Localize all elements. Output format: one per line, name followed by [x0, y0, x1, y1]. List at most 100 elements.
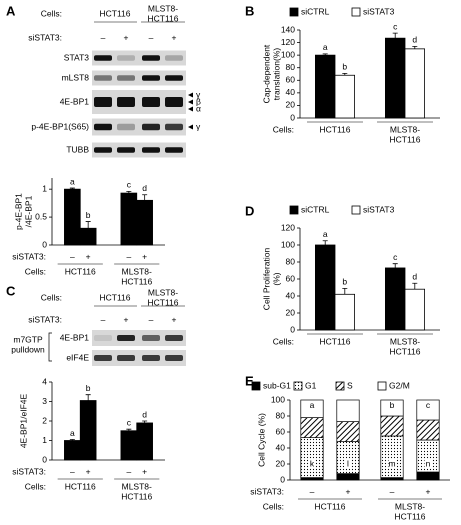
- band: [142, 335, 160, 341]
- y-tick-label: 1: [42, 183, 47, 193]
- y-tick-label: 100: [271, 394, 285, 404]
- bar: [120, 430, 138, 461]
- bar-segment: [336, 399, 360, 422]
- bar-segment: [300, 477, 324, 481]
- annotation: c: [127, 180, 132, 190]
- legend-swatch: [289, 7, 299, 17]
- bar: [136, 422, 153, 461]
- cells-label: Cells:: [41, 292, 62, 302]
- y-tick-label: 4: [42, 376, 47, 386]
- x-tick-label: HCT116: [389, 346, 420, 356]
- cells-label: Cells:: [273, 336, 294, 346]
- treatment-label: siSTAT3:: [250, 486, 284, 496]
- legend-swatch: [335, 381, 345, 391]
- annotation: b: [86, 383, 91, 393]
- annotation: a: [310, 400, 315, 410]
- y-tick-label: 60: [286, 75, 296, 85]
- error-bar: [69, 187, 75, 190]
- blot-strip: [92, 330, 186, 346]
- band: [142, 55, 160, 61]
- blot-strip: [92, 70, 186, 86]
- annotation: d: [142, 409, 147, 419]
- y-axis-label: /4E-BP1: [23, 195, 33, 227]
- bar: [79, 227, 97, 246]
- treatment-label: siSTAT3:: [12, 466, 46, 476]
- error-bar: [126, 191, 132, 194]
- y-tick-label: 20: [286, 307, 296, 317]
- x-tick-label: HCT116: [65, 481, 96, 491]
- marker-label: α: [196, 103, 201, 113]
- y-tick-label: 0: [280, 474, 285, 484]
- legend-label: sub-G1: [263, 380, 291, 390]
- band: [94, 75, 112, 81]
- annotation: c: [393, 21, 398, 31]
- annotation: b: [390, 400, 395, 410]
- treatment-sign: –: [126, 251, 131, 261]
- annotation: m: [388, 458, 395, 468]
- legend-swatch: [351, 205, 361, 215]
- treatment-sign: –: [149, 314, 154, 324]
- legend-swatch: [351, 7, 361, 17]
- panel-label: D: [245, 203, 254, 218]
- cell-line: HCT116: [147, 297, 178, 307]
- panel-label: E: [245, 373, 254, 388]
- row-label: eIF4E: [66, 352, 89, 362]
- bar-segment: [380, 477, 404, 481]
- treatment-sign: –: [390, 486, 395, 496]
- y-tick-label: 140: [281, 24, 295, 34]
- treatment-sign: +: [86, 251, 91, 261]
- x-tick-label: MLST8-: [390, 336, 420, 346]
- band: [117, 55, 135, 61]
- bar: [334, 74, 356, 119]
- treatment-sign: +: [142, 466, 147, 476]
- error-bar: [322, 240, 328, 245]
- annotation: b: [342, 62, 347, 72]
- y-axis-label: Cell Proliferation: [261, 248, 271, 311]
- x-tick-label: HCT116: [394, 511, 425, 521]
- marker-arrow: [188, 124, 193, 130]
- y-tick-label: 40: [276, 442, 286, 452]
- marker-label: γ: [196, 89, 201, 99]
- band: [142, 123, 160, 131]
- label-bg: [424, 459, 432, 469]
- band: [165, 147, 183, 153]
- x-tick-label: HCT116: [319, 336, 350, 346]
- bar-segment: [336, 421, 360, 442]
- x-tick-label: MLST8-: [395, 501, 425, 511]
- x-tick-label: HCT116: [65, 266, 96, 276]
- band: [94, 355, 112, 361]
- band: [94, 123, 112, 131]
- cells-label: Cells:: [25, 481, 46, 491]
- band: [165, 123, 183, 131]
- bar: [64, 188, 81, 246]
- panel-label: C: [6, 283, 16, 298]
- annotation: n: [426, 458, 431, 468]
- band: [117, 123, 135, 131]
- legend-label: siSTAT3: [363, 6, 395, 16]
- error-bar: [342, 287, 348, 295]
- x-tick-label: HCT116: [121, 491, 152, 501]
- row-label: 4E-BP1: [60, 332, 90, 342]
- panel-label: B: [245, 3, 254, 18]
- cell-line: MLST8-: [148, 287, 178, 297]
- cells-label: Cells:: [263, 501, 284, 511]
- band: [165, 335, 183, 341]
- band: [142, 97, 160, 107]
- x-tick-label: HCT116: [389, 134, 420, 144]
- treatment-sign: +: [426, 486, 431, 496]
- bar: [404, 48, 426, 119]
- error-bar: [412, 282, 418, 290]
- annotation: a: [323, 229, 328, 239]
- y-tick-label: 120: [281, 37, 295, 47]
- y-axis-label: Cap-dependent: [261, 44, 271, 103]
- y-tick-label: 0: [42, 454, 47, 464]
- error-bar: [142, 420, 148, 423]
- bar-segment: [380, 415, 404, 437]
- cell-line: HCT116: [147, 13, 178, 23]
- row-label: p-4E-BP1(S65): [31, 121, 89, 131]
- blot-strip: [92, 350, 186, 366]
- annotation: d: [412, 272, 417, 282]
- row-label: 4E-BP1: [60, 96, 90, 106]
- bar: [334, 293, 356, 331]
